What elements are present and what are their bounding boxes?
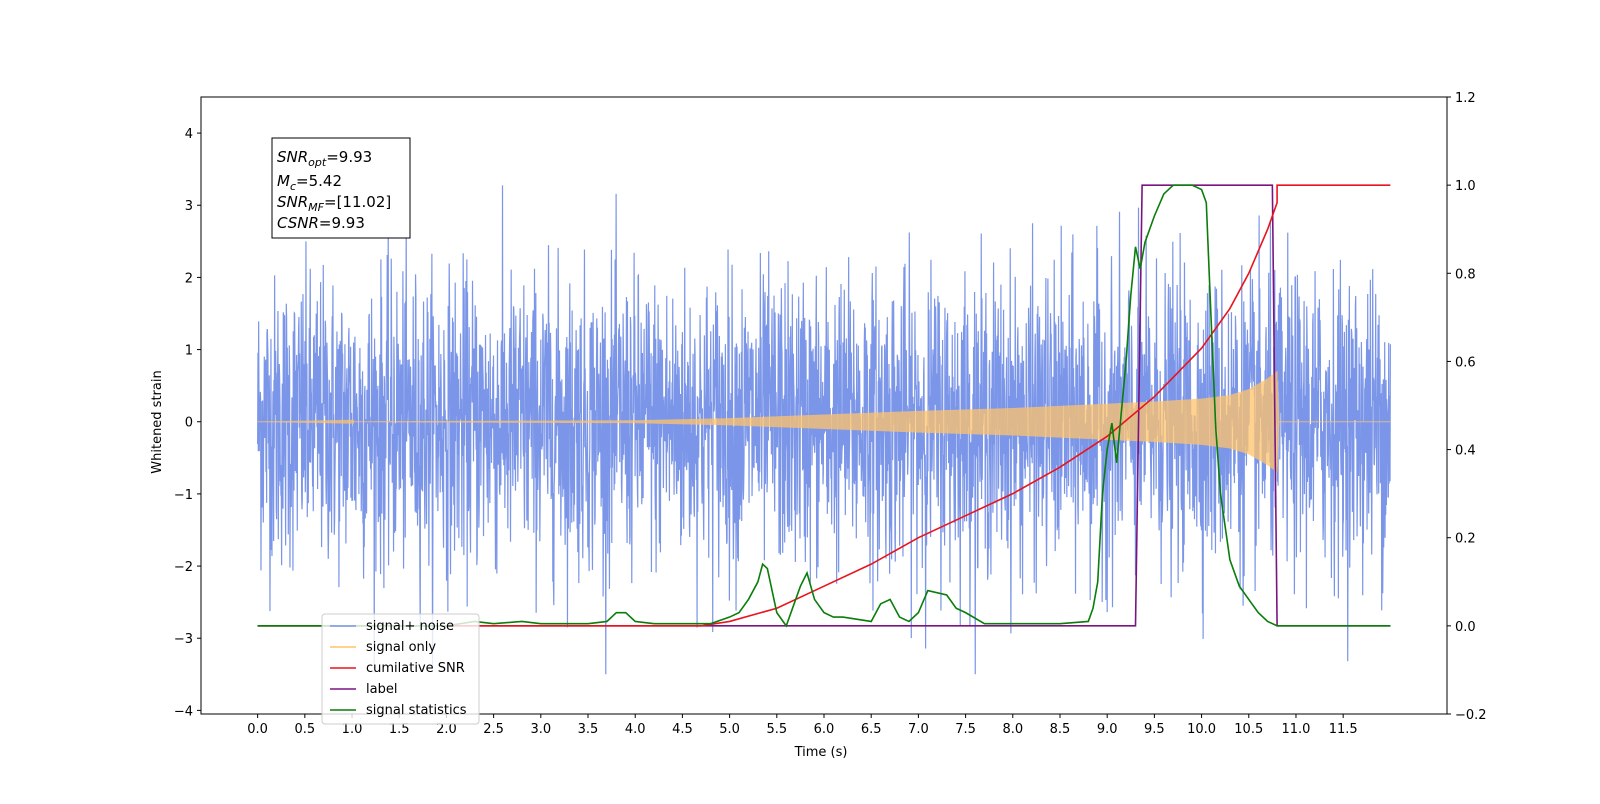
y-left-tick-label: −2: [174, 560, 193, 575]
x-tick-label: 0.0: [247, 722, 268, 737]
series-signal-only-line: [257, 371, 1391, 473]
x-tick-label: 1.5: [389, 722, 410, 737]
x-tick-label: 4.0: [625, 722, 646, 737]
plot-area: [257, 184, 1391, 675]
x-tick-label: 1.0: [342, 722, 363, 737]
annotation-snr-opt: SNRopt=9.93: [277, 148, 372, 169]
y-left-tick-label: 1: [185, 344, 193, 359]
y-right-tick-label: 0.2: [1455, 532, 1476, 547]
legend-items: signal+ noise signal only cumilative SNR la…: [330, 619, 467, 718]
x-tick-label: 10.0: [1187, 722, 1216, 737]
y-right-tick-label: 0.4: [1455, 444, 1476, 459]
series-signal-statistics-line: [257, 184, 1391, 628]
y-right-tick-label: 0.6: [1455, 355, 1476, 370]
x-tick-label: 2.5: [483, 722, 504, 737]
x-tick-label: 5.5: [766, 722, 787, 737]
annotation-csnr: CSNR=9.93: [277, 214, 365, 232]
annotation-frame: [271, 137, 411, 239]
y-left-tick-label: 3: [185, 199, 193, 214]
legend: signal+ noise signal only cumilative SNR la…: [321, 613, 480, 725]
y-right-tick-label: 0.0: [1455, 620, 1476, 635]
y-left-tick-label: 4: [185, 127, 193, 142]
legend-label: signal only: [366, 640, 436, 655]
x-tick-label: 11.0: [1281, 722, 1310, 737]
y-right-tick-label: −0.2: [1455, 708, 1487, 723]
y-axis-label: Whitened strain: [150, 370, 165, 473]
x-tick-label: 9.5: [1144, 722, 1165, 737]
x-tick-label: 9.0: [1097, 722, 1118, 737]
y-left-tick-label: 0: [185, 416, 193, 431]
x-tick-label: 7.0: [908, 722, 929, 737]
x-tick-label: 2.0: [436, 722, 457, 737]
y-left-tick-label: −1: [174, 488, 193, 503]
x-tick-label: 4.5: [672, 722, 693, 737]
series-cumulative-snr-line: [257, 184, 1391, 627]
plot-layer: [257, 184, 1391, 675]
x-tick-label: 5.0: [719, 722, 740, 737]
y-left-tick-label: −4: [174, 704, 193, 719]
y-right-tick-label: 0.8: [1455, 267, 1476, 282]
x-tick-label: 3.5: [578, 722, 599, 737]
legend-label: cumilative SNR: [366, 661, 465, 676]
x-tick-label: 10.5: [1234, 722, 1263, 737]
y-right-tick-label: 1.0: [1455, 179, 1476, 194]
legend-label: signal+ noise: [366, 619, 454, 634]
legend-label: label: [366, 682, 397, 697]
axes-layer: 0.0 0.5 1.0 1.5 2.0 2.5 3.0 3.5 4.0 4.5 5.0 5.5 6.0 6…: [174, 91, 1487, 737]
x-tick-label: 0.5: [294, 722, 315, 737]
x-tick-label: 6.5: [861, 722, 882, 737]
annotation-mc: Mc=5.42: [277, 172, 342, 193]
legend-frame: [321, 613, 480, 725]
annotation-snr-mf: SNRMF=[11.02]: [277, 193, 391, 214]
x-tick-label: 8.0: [1002, 722, 1023, 737]
x-axis-label: Time (s): [794, 745, 848, 760]
annotation-box: SNRopt=9.93 Mc=5.42 SNRMF=[11.02] CSNR=9…: [271, 137, 411, 239]
y-left-tick-label: −3: [174, 632, 193, 647]
y-right-tick-label: 1.2: [1455, 91, 1476, 106]
x-tick-label: 3.0: [530, 722, 551, 737]
x-tick-label: 6.0: [814, 722, 835, 737]
x-tick-label: 11.5: [1329, 722, 1358, 737]
legend-label: signal statistics: [366, 703, 467, 718]
x-tick-label: 7.5: [955, 722, 976, 737]
y-left-tick-label: 2: [185, 271, 193, 286]
x-tick-label: 8.5: [1050, 722, 1071, 737]
series-signal-noise-line: [257, 185, 1391, 675]
